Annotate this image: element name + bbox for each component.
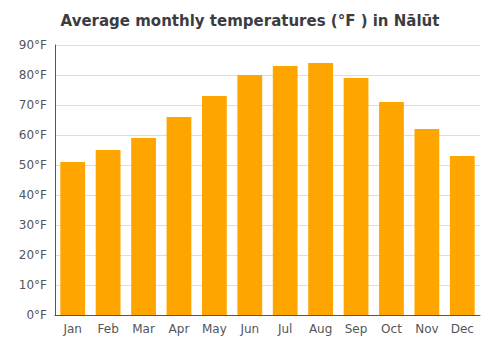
svg-text:10°F: 10°F bbox=[19, 278, 47, 292]
svg-text:May: May bbox=[202, 322, 227, 336]
svg-text:20°F: 20°F bbox=[19, 248, 47, 262]
svg-text:Jan: Jan bbox=[62, 322, 82, 336]
svg-text:Jul: Jul bbox=[277, 322, 292, 336]
svg-text:Aug: Aug bbox=[309, 322, 332, 336]
svg-text:80°F: 80°F bbox=[19, 68, 47, 82]
svg-text:Feb: Feb bbox=[98, 322, 119, 336]
svg-text:Apr: Apr bbox=[169, 322, 190, 336]
svg-text:Mar: Mar bbox=[132, 322, 155, 336]
svg-text:40°F: 40°F bbox=[19, 188, 47, 202]
svg-text:90°F: 90°F bbox=[19, 38, 47, 52]
svg-text:Sep: Sep bbox=[345, 322, 368, 336]
svg-text:70°F: 70°F bbox=[19, 98, 47, 112]
svg-text:Oct: Oct bbox=[381, 322, 402, 336]
svg-text:Average monthly temperatures (: Average monthly temperatures (°F ) in Nā… bbox=[61, 12, 440, 30]
svg-text:Jun: Jun bbox=[239, 322, 259, 336]
svg-text:Nov: Nov bbox=[415, 322, 438, 336]
svg-text:30°F: 30°F bbox=[19, 218, 47, 232]
svg-text:Dec: Dec bbox=[451, 322, 474, 336]
svg-text:0°F: 0°F bbox=[26, 308, 47, 322]
svg-text:60°F: 60°F bbox=[19, 128, 47, 142]
svg-text:50°F: 50°F bbox=[19, 158, 47, 172]
